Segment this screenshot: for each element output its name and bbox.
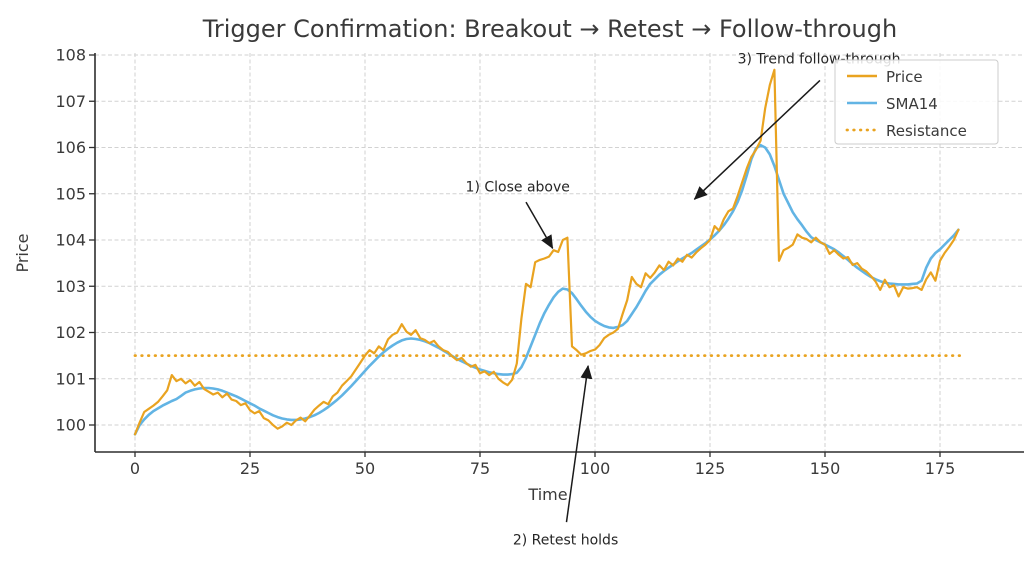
y-tick-label: 105 [55, 184, 86, 203]
axis-ticks: 0 25 50 75 100 125 150 175 100 101 102 103 104 105 106… [55, 46, 955, 479]
y-tick-label: 100 [55, 416, 86, 435]
chart-title: Trigger Confirmation: Breakout → Retest … [202, 15, 897, 43]
x-tick-label: 75 [470, 459, 490, 478]
y-tick-label: 104 [55, 231, 86, 250]
y-axis-label: Price [13, 233, 32, 272]
x-tick-label: 0 [130, 459, 140, 478]
x-tick-label: 50 [355, 459, 375, 478]
y-tick-label: 107 [55, 92, 86, 111]
annotation-arrow-1 [525, 201, 554, 249]
x-axis-label: Time [527, 485, 567, 504]
legend: Price SMA14 Resistance [834, 59, 999, 145]
annotation-text-1: 1) Close above [466, 179, 570, 195]
y-tick-label: 102 [55, 323, 86, 342]
gridlines [95, 53, 1024, 452]
x-tick-label: 175 [925, 459, 956, 478]
y-tick-label: 106 [55, 138, 86, 157]
x-tick-label: 125 [695, 459, 726, 478]
price-line [133, 68, 960, 436]
x-tick-label: 100 [580, 459, 611, 478]
y-tick-label: 108 [55, 46, 86, 65]
legend-label-sma14: SMA14 [886, 95, 938, 113]
x-tick-label: 150 [810, 459, 841, 478]
legend-label-resistance: Resistance [886, 122, 967, 140]
legend-label-price: Price [886, 68, 923, 86]
annotation-text-2: 2) Retest holds [513, 532, 618, 548]
y-tick-label: 103 [55, 277, 86, 296]
x-tick-label: 25 [240, 459, 260, 478]
annotation-arrow-2 [565, 365, 593, 523]
annotation-arrow-3 [693, 79, 821, 200]
y-tick-label: 101 [55, 369, 86, 388]
legend-box [834, 59, 999, 145]
